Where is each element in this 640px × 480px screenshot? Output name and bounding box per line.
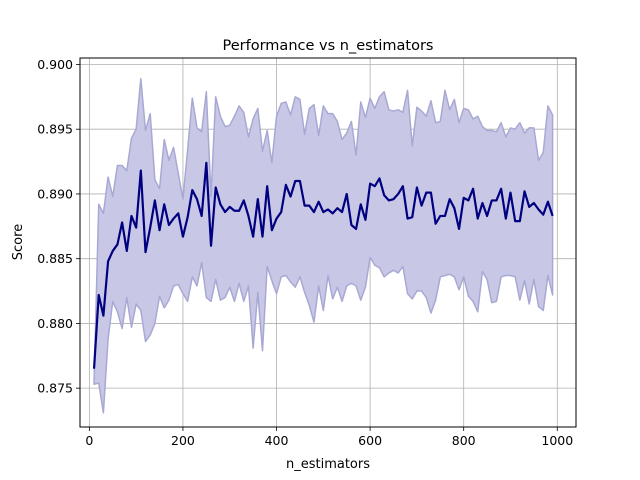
x-axis-label: n_estimators <box>286 457 370 472</box>
x-tick-label: 1000 <box>541 433 573 448</box>
x-tick-label: 600 <box>358 433 382 448</box>
y-tick-label: 0.885 <box>37 251 73 266</box>
y-tick-label: 0.900 <box>37 57 73 72</box>
y-tick-label: 0.880 <box>37 316 73 331</box>
x-tick-label: 400 <box>265 433 289 448</box>
chart-title: Performance vs n_estimators <box>223 38 434 54</box>
plot-frame <box>79 57 577 428</box>
y-tick-label: 0.875 <box>37 381 73 396</box>
y-tick-label: 0.895 <box>37 122 73 137</box>
y-axis: 0.875 0.880 0.885 0.890 0.895 0.900 <box>37 57 80 396</box>
x-tick-label: 200 <box>171 433 195 448</box>
mean-series-line <box>92 161 554 369</box>
x-axis: 0 200 400 600 800 1000 <box>85 427 573 448</box>
y-tick-label: 0.890 <box>37 186 73 201</box>
band-layer <box>93 77 554 414</box>
spread-band <box>93 77 554 414</box>
x-tick-label: 0 <box>85 433 93 448</box>
y-axis-label: Score <box>11 224 26 260</box>
x-tick-label: 800 <box>452 433 476 448</box>
line-layer <box>92 161 554 369</box>
